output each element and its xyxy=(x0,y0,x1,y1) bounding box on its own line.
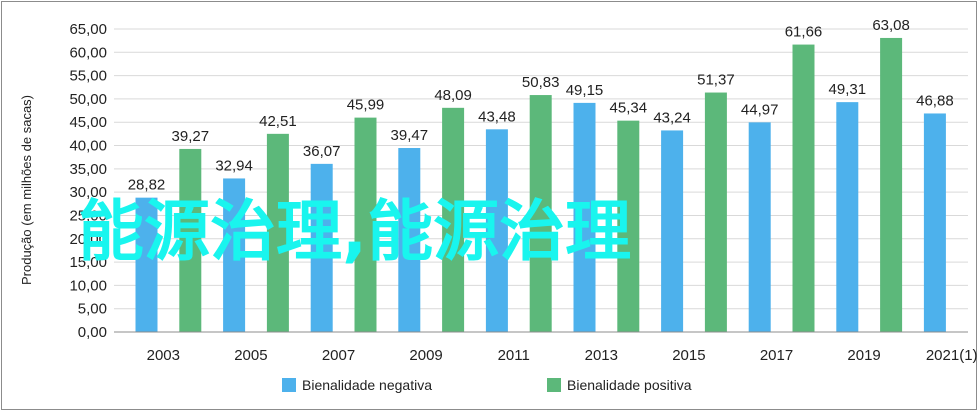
y-tick-label: 50,00 xyxy=(69,91,107,108)
x-tick-label: 2017 xyxy=(760,347,793,364)
data-label-2018: 49,31 xyxy=(829,81,867,98)
data-label-2011: 50,83 xyxy=(522,74,560,91)
legend-label-negative: Bienalidade negativa xyxy=(302,377,432,393)
bar-2006 xyxy=(310,163,333,332)
x-tick-label: 2007 xyxy=(322,347,355,364)
y-tick-label: 15,00 xyxy=(69,254,107,271)
y-tick-label: 0,00 xyxy=(78,324,107,341)
bar-2017 xyxy=(792,44,815,332)
data-label-2003: 39,27 xyxy=(172,128,210,145)
legend: Bienalidade negativa Bienalidade positiv… xyxy=(282,377,692,393)
y-axis-ticks: 0,00 5,00 10,00 15,00 20,00 25,00 30,00 35,00 40… xyxy=(69,21,107,341)
bars xyxy=(135,37,946,333)
bar-2010 xyxy=(485,129,508,332)
bar-2004 xyxy=(223,178,246,332)
bar-2016 xyxy=(748,122,771,333)
bar-2002 xyxy=(135,197,158,332)
legend-swatch-positive xyxy=(547,378,561,392)
x-tick-label: 2011 xyxy=(498,347,530,364)
bar-2003 xyxy=(179,148,202,332)
y-tick-label: 20,00 xyxy=(69,231,107,248)
data-label-2017: 61,66 xyxy=(785,24,823,41)
y-tick-label: 5,00 xyxy=(78,301,107,318)
bar-2014 xyxy=(661,130,684,332)
data-label-2004: 32,94 xyxy=(215,157,253,174)
bar-2009 xyxy=(442,107,465,332)
data-label-2014: 43,24 xyxy=(653,109,691,126)
y-axis-label: Produção (em milhões de sacas) xyxy=(19,95,34,285)
x-tick-label: 2019 xyxy=(847,347,880,364)
bar-2019 xyxy=(880,37,903,332)
y-tick-label: 35,00 xyxy=(69,161,107,178)
bar-2013 xyxy=(617,120,640,332)
data-label-2015: 51,37 xyxy=(697,72,735,89)
y-tick-label: 25,00 xyxy=(69,207,107,224)
legend-swatch-negative xyxy=(282,378,296,392)
y-tick-label: 55,00 xyxy=(69,68,107,85)
data-label-2005: 42,51 xyxy=(259,113,297,130)
data-labels: 28,82 39,27 32,94 42,51 36,07 45,99 39,47 48,09… xyxy=(128,17,954,194)
data-label-2019: 63,08 xyxy=(872,17,910,34)
bar-2005 xyxy=(266,133,289,332)
data-label-2008: 39,47 xyxy=(391,127,429,144)
data-label-2007: 45,99 xyxy=(347,97,385,114)
x-tick-label: 2009 xyxy=(409,347,442,364)
y-tick-label: 45,00 xyxy=(69,114,107,131)
y-tick-label: 40,00 xyxy=(69,138,107,155)
data-label-2012: 49,15 xyxy=(566,82,604,99)
data-label-2013: 45,34 xyxy=(610,100,648,117)
bar-2011 xyxy=(529,95,552,332)
legend-label-positive: Bienalidade positiva xyxy=(567,377,692,393)
data-label-2002: 28,82 xyxy=(128,177,166,194)
x-tick-label: 2015 xyxy=(672,347,705,364)
x-tick-label: 2021(1) xyxy=(926,347,978,364)
y-tick-label: 10,00 xyxy=(69,277,107,294)
bar-2008 xyxy=(398,148,421,332)
x-tick-label: 2003 xyxy=(147,347,180,364)
y-tick-label: 65,00 xyxy=(69,21,107,38)
bar-2012 xyxy=(573,102,596,333)
bar-2015 xyxy=(704,92,727,332)
y-tick-label: 60,00 xyxy=(69,44,107,61)
data-label-2016: 44,97 xyxy=(741,101,779,118)
bar-2018 xyxy=(836,102,859,332)
data-label-2009: 48,09 xyxy=(434,87,472,104)
data-label-2006: 36,07 xyxy=(303,143,341,160)
data-label-2010: 43,48 xyxy=(478,108,516,125)
bar-2007 xyxy=(354,117,377,332)
x-axis-ticks: 2003 2005 2007 2009 2011 2013 2015 2017 2019 2021… xyxy=(147,347,978,364)
overlay-watermark-text: 能源治理,能源治理 xyxy=(78,193,631,270)
x-tick-label: 2013 xyxy=(585,347,618,364)
data-label-2020: 46,88 xyxy=(916,92,954,109)
x-tick-label: 2005 xyxy=(234,347,267,364)
bar-2020 xyxy=(923,113,946,333)
y-tick-label: 30,00 xyxy=(69,184,107,201)
